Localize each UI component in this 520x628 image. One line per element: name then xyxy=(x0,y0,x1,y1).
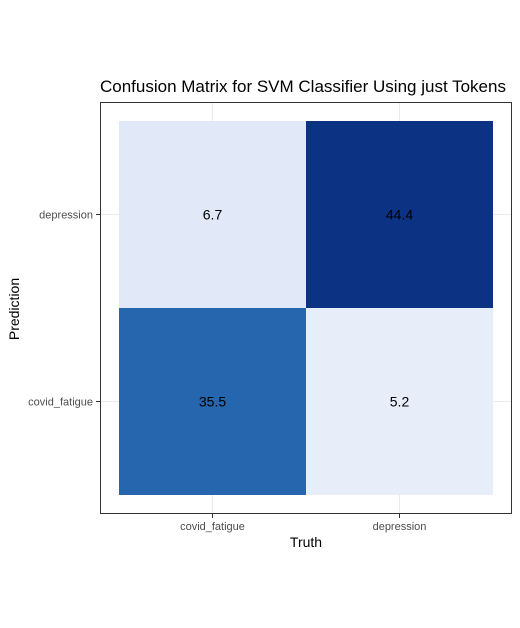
cell-value-label: 44.4 xyxy=(386,207,413,223)
x-tick-label: covid_fatigue xyxy=(180,521,245,533)
panel-border xyxy=(100,102,512,514)
heatmap-cell xyxy=(119,121,306,308)
x-axis-title: Truth xyxy=(290,534,322,550)
y-axis-title: Prediction xyxy=(6,278,22,340)
plot-area: 6.7 44.4 35.5 5.2 covid_fatigue depression cov… xyxy=(28,102,512,533)
heatmap-cell xyxy=(306,308,493,495)
cell-value-label: 6.7 xyxy=(203,207,223,223)
cell-value-label: 5.2 xyxy=(390,394,410,410)
y-tick-label: covid_fatigue xyxy=(28,397,93,409)
heatmap-cell xyxy=(119,308,306,495)
y-tick-label: depression xyxy=(39,210,93,222)
x-tick-label: depression xyxy=(373,521,427,533)
chart-title: Confusion Matrix for SVM Classifier Usin… xyxy=(100,77,506,96)
cell-value-label: 35.5 xyxy=(199,394,226,410)
heatmap-cell xyxy=(306,121,493,308)
